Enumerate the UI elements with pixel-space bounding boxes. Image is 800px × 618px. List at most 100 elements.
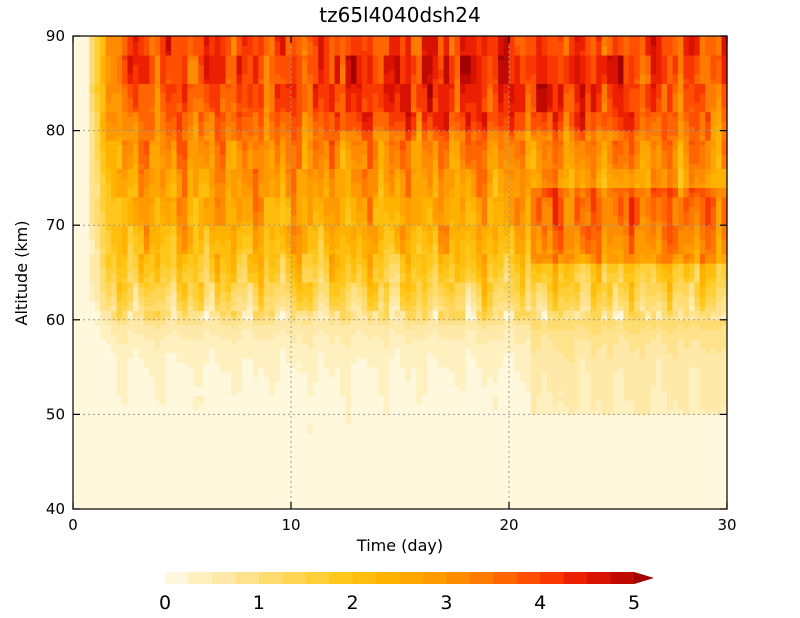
heatmap-cell xyxy=(307,229,314,236)
heatmap-cell xyxy=(356,352,363,359)
heatmap-cell xyxy=(176,296,183,302)
heatmap-cell xyxy=(116,343,123,349)
heatmap-cell xyxy=(307,215,314,222)
heatmap-cell xyxy=(350,258,357,264)
heatmap-cell xyxy=(214,215,221,222)
heatmap-cell xyxy=(122,404,129,411)
heatmap-cell xyxy=(111,192,118,198)
heatmap-cell xyxy=(269,286,276,293)
heatmap-cell xyxy=(111,352,118,359)
heatmap-cell xyxy=(138,116,145,122)
heatmap-cell xyxy=(307,480,314,486)
heatmap-cell xyxy=(94,239,101,245)
heatmap-cell xyxy=(176,442,183,449)
heatmap-cell xyxy=(285,135,292,141)
heatmap-cell xyxy=(280,116,287,122)
heatmap-cell xyxy=(263,315,270,321)
heatmap-cell xyxy=(301,357,308,363)
heatmap-cell xyxy=(247,423,254,430)
heatmap-cell xyxy=(165,144,172,151)
heatmap-cell xyxy=(225,395,232,401)
heatmap-cell xyxy=(203,206,210,212)
heatmap-cell xyxy=(345,281,352,288)
heatmap-cell xyxy=(296,158,303,165)
heatmap-cell xyxy=(231,272,238,278)
heatmap-cell xyxy=(280,272,287,278)
heatmap-cell xyxy=(198,163,205,170)
heatmap-cell xyxy=(291,97,298,103)
heatmap-cell xyxy=(192,490,199,496)
heatmap-cell xyxy=(312,116,319,122)
heatmap-cell xyxy=(345,480,352,486)
heatmap-cell xyxy=(100,54,107,61)
heatmap-cell xyxy=(203,490,210,496)
heatmap-cell xyxy=(209,480,216,486)
heatmap-cell xyxy=(176,475,183,482)
heatmap-cell xyxy=(220,452,227,458)
heatmap-cell xyxy=(192,234,199,240)
heatmap-cell xyxy=(209,324,216,330)
heatmap-cell xyxy=(171,206,178,212)
heatmap-cell xyxy=(323,263,330,269)
heatmap-cell xyxy=(220,45,227,51)
heatmap-cell xyxy=(225,263,232,269)
heatmap-cell xyxy=(231,116,238,122)
heatmap-cell xyxy=(334,69,341,75)
heatmap-cell xyxy=(231,50,238,56)
heatmap-cell xyxy=(176,329,183,335)
heatmap-cell xyxy=(296,329,303,335)
heatmap-cell xyxy=(111,324,118,330)
heatmap-cell xyxy=(334,187,341,193)
heatmap-cell xyxy=(154,163,161,170)
heatmap-cell xyxy=(225,475,232,482)
heatmap-cell xyxy=(176,376,183,382)
heatmap-cell xyxy=(329,248,336,255)
heatmap-cell xyxy=(307,466,314,472)
heatmap-cell xyxy=(165,192,172,198)
heatmap-cell xyxy=(111,201,118,207)
heatmap-cell xyxy=(198,433,205,439)
heatmap-cell xyxy=(323,253,330,259)
heatmap-cell xyxy=(334,423,341,430)
heatmap-cell xyxy=(154,362,161,368)
heatmap-cell xyxy=(340,352,347,359)
heatmap-cell xyxy=(247,381,254,387)
heatmap-cell xyxy=(274,329,281,335)
heatmap-cell xyxy=(105,442,112,449)
heatmap-cell xyxy=(350,211,357,217)
heatmap-cell xyxy=(192,371,199,378)
heatmap-cell xyxy=(350,433,357,439)
heatmap-cell xyxy=(182,319,189,326)
heatmap-cell xyxy=(182,187,189,193)
heatmap-cell xyxy=(274,73,281,80)
heatmap-cell xyxy=(241,135,248,141)
heatmap-cell xyxy=(334,291,341,297)
heatmap-cell xyxy=(225,64,232,70)
heatmap-cell xyxy=(182,456,189,463)
heatmap-cell xyxy=(198,300,205,307)
heatmap-cell xyxy=(252,466,259,472)
heatmap-cell xyxy=(209,229,216,236)
heatmap-cell xyxy=(209,258,216,264)
heatmap-cell xyxy=(280,248,287,255)
heatmap-cell xyxy=(122,168,129,174)
heatmap-cell xyxy=(274,409,281,415)
heatmap-cell xyxy=(301,480,308,486)
heatmap-cell xyxy=(323,211,330,217)
heatmap-cell xyxy=(285,277,292,283)
heatmap-cell xyxy=(280,258,287,264)
heatmap-cell xyxy=(198,225,205,231)
heatmap-cell xyxy=(307,367,314,373)
heatmap-cell xyxy=(209,97,216,103)
heatmap-cell xyxy=(241,173,248,179)
heatmap-cell xyxy=(274,428,281,434)
heatmap-cell xyxy=(214,229,221,236)
heatmap-cell xyxy=(296,315,303,321)
heatmap-cell xyxy=(198,50,205,56)
heatmap-cell xyxy=(345,97,352,103)
heatmap-cell xyxy=(143,291,150,297)
heatmap-cell xyxy=(149,272,156,278)
heatmap-cell xyxy=(274,40,281,47)
heatmap-cell xyxy=(285,54,292,61)
heatmap-cell xyxy=(127,192,134,198)
